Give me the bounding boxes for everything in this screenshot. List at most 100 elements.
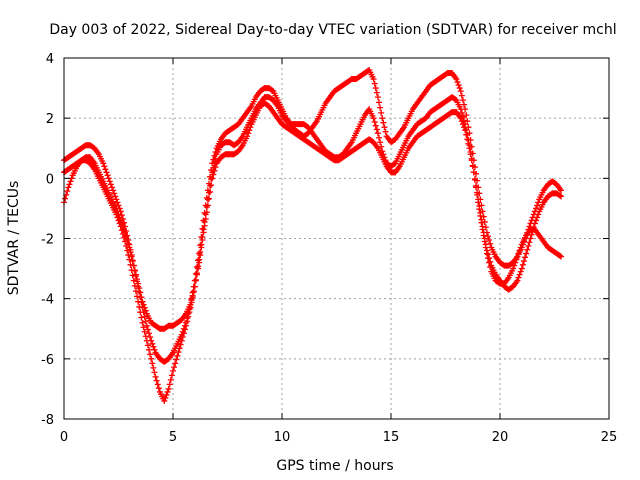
data-point-fill [377, 139, 384, 146]
data-point-fill [162, 394, 169, 401]
data-point-fill [176, 345, 183, 352]
data-point-fill [534, 202, 541, 209]
data-point-fill [198, 241, 205, 248]
data-point [514, 277, 521, 284]
data-point [483, 250, 490, 257]
data-point-fill [459, 97, 466, 104]
data-point-fill [146, 330, 153, 337]
data-point-fill [154, 381, 161, 388]
data-point-fill [246, 127, 253, 134]
data-point [117, 208, 124, 215]
data-point-fill [132, 288, 139, 295]
data-point-fill [103, 169, 110, 176]
data-point-fill [525, 243, 532, 250]
data-point-fill [179, 334, 186, 341]
data-point-fill [144, 326, 151, 333]
data-point-fill [487, 258, 494, 265]
data-point-fill [166, 381, 173, 388]
data-point-fill [380, 151, 387, 158]
data-point-fill [177, 341, 184, 348]
data-point [370, 115, 377, 122]
data-point-fill [142, 333, 149, 340]
data-point-fill [530, 211, 537, 218]
data-point [143, 322, 150, 329]
data-point [126, 256, 133, 263]
data-point-fill [516, 247, 523, 254]
data-point-fill [378, 109, 385, 116]
data-point-fill [480, 213, 487, 220]
data-point-fill [118, 212, 125, 219]
data-point-fill [481, 238, 488, 245]
data-point-fill [137, 294, 144, 301]
data-point-fill [197, 242, 204, 249]
data-point-fill [172, 360, 179, 367]
data-point [514, 253, 521, 260]
data-point-fill [110, 187, 117, 194]
data-point-fill [381, 124, 388, 131]
data-point-fill [458, 92, 465, 99]
data-point [161, 397, 168, 404]
data-point [139, 304, 146, 311]
data-point [108, 184, 115, 191]
data-point-fill [458, 109, 465, 116]
data-point-fill [522, 254, 529, 261]
data-point-fill [373, 89, 380, 96]
data-point-fill [372, 122, 379, 129]
data-point-fill [377, 104, 384, 111]
data-point-fill [195, 263, 202, 270]
data-point [65, 184, 72, 191]
data-point-fill [480, 232, 487, 239]
data-point [527, 220, 534, 227]
data-point-fill [205, 189, 212, 196]
data-point-fill [515, 274, 522, 281]
data-point [165, 385, 172, 392]
data-point [139, 319, 146, 326]
data-point-fill [142, 318, 149, 325]
data-point-fill [535, 199, 542, 206]
data-point [457, 106, 464, 113]
data-point-fill [128, 267, 135, 274]
data-point-fill [141, 328, 148, 335]
data-point-fill [184, 318, 191, 325]
y-axis-label: SDTVAR / TECUs [6, 181, 22, 296]
x-tick-label: 5 [169, 430, 177, 445]
y-tick-label: -4 [41, 293, 54, 308]
data-point-fill [517, 268, 524, 275]
data-point-fill [147, 351, 154, 358]
data-point-fill [464, 118, 471, 125]
y-tick-label: -6 [41, 353, 54, 368]
data-point-fill [111, 190, 118, 197]
data-point-fill [477, 212, 484, 219]
data-point [100, 160, 107, 167]
data-point-fill [464, 131, 471, 138]
x-tick-label: 0 [60, 430, 68, 445]
data-point-fill [138, 314, 145, 321]
x-axis-label: GPS time / hours [276, 458, 393, 474]
data-point-fill [136, 303, 143, 310]
data-point-fill [171, 364, 178, 371]
x-tick-label: 15 [383, 430, 400, 445]
data-point-fill [168, 372, 175, 379]
data-point-fill [62, 195, 69, 202]
data-point [374, 130, 381, 137]
data-point-fill [207, 182, 214, 189]
data-point-fill [526, 239, 533, 246]
data-point [187, 304, 194, 311]
data-point-fill [185, 313, 192, 320]
data-point-fill [180, 330, 187, 337]
data-point-fill [193, 264, 200, 271]
data-point-fill [461, 117, 468, 124]
data-point [104, 172, 111, 179]
data-point-fill [455, 82, 462, 89]
data-point [453, 76, 460, 83]
data-point [462, 121, 469, 128]
data-point [379, 115, 386, 122]
data-point-fill [199, 233, 206, 240]
data-point [130, 262, 137, 269]
data-point-fill [476, 206, 483, 213]
data-point-fill [129, 257, 136, 264]
axis-ticks: 0 5 10 15 20 25 -8 -6 -4 -2 0 2 4 [41, 52, 617, 445]
data-point-fill [132, 273, 139, 280]
y-tick-label: 0 [46, 172, 54, 187]
